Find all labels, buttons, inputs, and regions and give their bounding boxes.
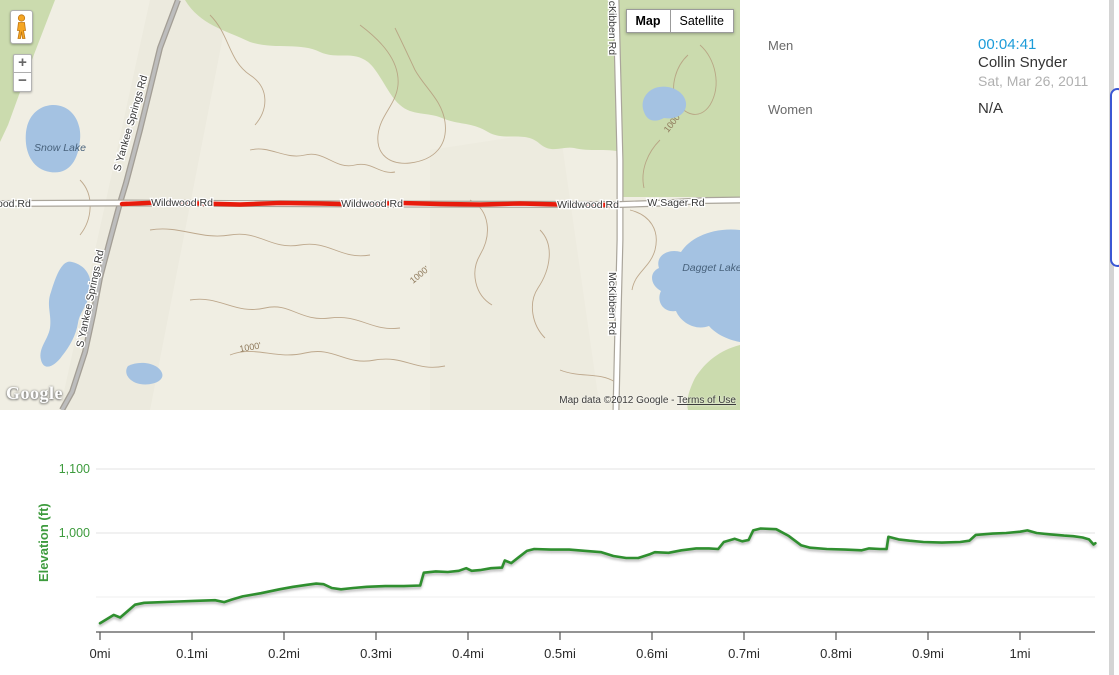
- forest-bottom-right: [687, 345, 740, 410]
- map-type-toggle: Map Satellite: [625, 9, 734, 33]
- road-label: Wildwood Rd: [557, 199, 619, 211]
- y-tick-label: 1,000: [59, 526, 90, 540]
- map-imagery: 1000' 1000' 1000': [0, 0, 740, 410]
- map-hillshade: [430, 130, 600, 410]
- road-label: ood Rd: [0, 198, 31, 210]
- contour-lines: [79, 14, 717, 383]
- contour-label: 1000': [239, 340, 262, 354]
- small-pond-water: [642, 86, 687, 121]
- zoom-in-button[interactable]: +: [13, 54, 32, 73]
- snow-lake-water: [25, 104, 81, 173]
- men-winner-name: Collin Snyder: [978, 54, 1068, 71]
- x-tick-label: 0.5mi: [544, 646, 576, 661]
- x-tick-label: 0mi: [90, 646, 111, 661]
- scrollbar-track[interactable]: [1109, 0, 1119, 675]
- map-canvas[interactable]: 1000' 1000' 1000': [0, 0, 740, 410]
- x-tick-label: 0.4mi: [452, 646, 484, 661]
- scrollbar-rail: [1109, 0, 1114, 675]
- elevation-line: [98, 527, 1097, 625]
- road-label: W Sager Rd: [647, 197, 704, 209]
- bottom-pond-water: [126, 362, 163, 385]
- attribution-text: Map data ©2012 Google -: [559, 395, 678, 406]
- x-tick-label: 0.3mi: [360, 646, 392, 661]
- y-tick-label: 1,100: [59, 462, 90, 476]
- elevation-chart-canvas: 1,100 1,000 0mi 0.1mi 0.2mi 0.3mi 0.4mi 0.5mi 0.…: [36, 462, 1097, 661]
- long-lake-water: [40, 261, 91, 367]
- x-tick-label: 0.6mi: [636, 646, 668, 661]
- scrollbar-thumb[interactable]: [1110, 88, 1119, 267]
- men-label: Men: [768, 38, 794, 53]
- mckibben-road-fill: [613, 0, 623, 410]
- results-panel: Men 00:04:41 Collin Snyder Sat, Mar 26, …: [768, 36, 1098, 118]
- pegman-icon: [17, 14, 26, 39]
- x-tick-label: 0.2mi: [268, 646, 300, 661]
- x-tick-label: 0.1mi: [176, 646, 208, 661]
- x-tick-label: 1mi: [1010, 646, 1031, 661]
- map-attribution: Map data ©2012 Google - Terms of Use: [559, 395, 736, 406]
- terms-of-use-link[interactable]: Terms of Use: [677, 395, 736, 406]
- road-label: McKibben Rd: [606, 272, 618, 335]
- yankee-springs-road-fill: [60, 0, 180, 410]
- route-path: [119, 200, 620, 208]
- x-tick-label: 0.7mi: [728, 646, 760, 661]
- map-type-satellite-button[interactable]: Satellite: [670, 9, 734, 33]
- elevation-chart: 1,100 1,000 0mi 0.1mi 0.2mi 0.3mi 0.4mi 0.5mi 0.…: [0, 440, 1119, 675]
- women-value: N/A: [978, 100, 1004, 117]
- forest-top: [185, 0, 622, 152]
- road-label: McKibben Rd: [606, 0, 618, 55]
- road-label: Wildwood Rd: [341, 198, 403, 210]
- men-date: Sat, Mar 26, 2011: [978, 73, 1089, 89]
- women-label: Women: [768, 102, 813, 117]
- men-time: 00:04:41: [978, 36, 1037, 53]
- lake-label: Dagget Lake: [682, 262, 740, 274]
- x-tick-label: 0.8mi: [820, 646, 852, 661]
- men-result-row: Men 00:04:41 Collin Snyder Sat, Mar 26, …: [768, 36, 1098, 90]
- wildwood-road-fill: [0, 197, 740, 207]
- road-label: Wildwood Rd: [151, 197, 213, 209]
- x-tick-label: 0.9mi: [912, 646, 944, 661]
- lake-label: Snow Lake: [34, 142, 86, 154]
- women-result-row: Women N/A: [768, 100, 1098, 118]
- zoom-out-button[interactable]: −: [13, 73, 32, 92]
- map-type-map-button[interactable]: Map: [625, 9, 671, 33]
- pegman-street-view-button[interactable]: [10, 10, 33, 44]
- dagget-lake-water: [652, 229, 740, 342]
- y-axis-title: Elevation (ft): [36, 503, 51, 582]
- google-logo: Google: [6, 383, 63, 403]
- men-values: 00:04:41 Collin Snyder Sat, Mar 26, 2011: [978, 36, 1088, 90]
